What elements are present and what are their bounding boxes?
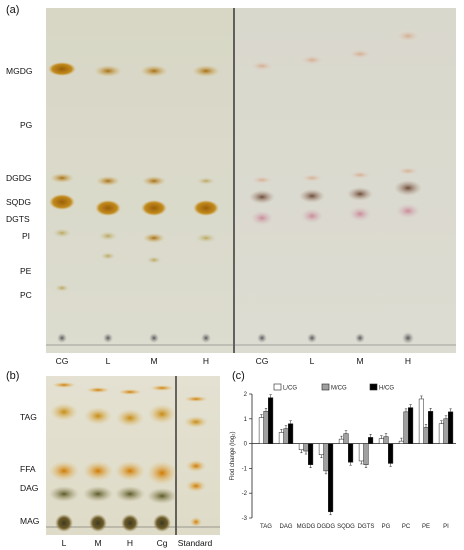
- lane-label-h-2: H: [404, 356, 412, 366]
- x-tick-label: PC: [402, 524, 411, 530]
- bar-l-cg-dgts: [358, 443, 364, 462]
- band-label-pc: PC: [20, 290, 32, 300]
- band-label-dag: DAG: [20, 483, 39, 493]
- bar-h-cg-tag: [268, 397, 274, 444]
- lane-label-cg-1: CG: [55, 356, 69, 366]
- band-label-mag: MAG: [20, 516, 40, 526]
- right-lane-bands: [249, 30, 422, 344]
- panel-a-tlc-plate-image: [46, 8, 456, 353]
- x-tick-label: PI: [443, 524, 449, 530]
- y-tick-label: -2: [242, 491, 248, 497]
- bar-h-cg-dag: [288, 423, 294, 444]
- y-tick-label: 0: [244, 442, 248, 448]
- x-tick-label: PG: [382, 524, 391, 530]
- panel-a-label: (a): [6, 4, 20, 16]
- legend-label: H/CG: [379, 386, 394, 392]
- bar-m-cg-pi: [443, 418, 449, 444]
- bar-m-cg-dag: [283, 428, 289, 444]
- bar-m-cg-dgdg: [323, 443, 329, 472]
- bar-h-cg-sqdg: [348, 443, 354, 463]
- panel-b-tlc-plate-image: [46, 376, 220, 535]
- lane-label-b-m: M: [94, 538, 102, 548]
- x-tick-label: PE: [422, 524, 430, 530]
- x-tick-label: DGDG: [317, 524, 335, 530]
- y-axis-label: Flod change (log₂): [230, 431, 236, 480]
- lane-label-cg-2: CG: [255, 356, 269, 366]
- panel-c-label: (c): [232, 370, 245, 382]
- bar-m-cg-dgts: [363, 443, 369, 465]
- bar-l-cg-dgdg: [318, 443, 324, 456]
- y-tick-label: -3: [242, 516, 248, 522]
- lane-label-h-1: H: [202, 356, 210, 366]
- bar-l-cg-pg: [378, 438, 384, 444]
- y-tick-label: -1: [242, 466, 248, 472]
- y-tick-label: 2: [244, 392, 248, 398]
- band-label-tag: TAG: [20, 412, 37, 422]
- lane-label-l-2: L: [309, 356, 315, 366]
- lane-label-b-standard: Standard: [177, 538, 213, 548]
- legend-swatch: [321, 383, 330, 391]
- bar-m-cg-pg: [383, 436, 389, 444]
- lane-label-b-l: L: [61, 538, 67, 548]
- lane-label-l-1: L: [105, 356, 111, 366]
- bar-h-cg-pc: [408, 407, 414, 444]
- bar-l-cg-dag: [278, 432, 284, 444]
- lane-label-m-2: M: [356, 356, 364, 366]
- band-label-dgdg: DGDG: [6, 173, 32, 183]
- band-label-ffa: FFA: [20, 464, 36, 474]
- lane-label-b-cg: Cg: [156, 538, 168, 548]
- legend-swatch: [273, 383, 282, 391]
- panel-b-lane-bands: [49, 382, 208, 532]
- left-lane-bands: [48, 62, 220, 343]
- x-tick-label: MGDG: [297, 524, 316, 530]
- legend-label: L/CG: [283, 386, 297, 392]
- x-tick-label: DAG: [279, 524, 292, 530]
- band-label-pi: PI: [22, 231, 31, 241]
- bar-h-cg-dgdg: [328, 443, 334, 513]
- band-label-dgts: DGTS: [6, 214, 30, 224]
- band-label-pe: PE: [20, 266, 32, 276]
- panel-c-bar-chart: -3 -2 -1 0 1 2 Flod change (log₂) TAG DAG MGDG DGD…: [226, 380, 460, 545]
- band-label-mgdg: MGDG: [6, 66, 33, 76]
- panel-b-label: (b): [6, 370, 20, 382]
- bar-m-cg-tag: [263, 411, 269, 444]
- bar-l-cg-pc: [398, 440, 404, 444]
- x-tick-label: TAG: [260, 524, 272, 530]
- bar-h-cg-pi: [448, 411, 454, 444]
- band-label-sqdg: SQDG: [6, 197, 32, 207]
- bar-h-cg-pg: [388, 443, 394, 464]
- bar-h-cg-mgdg: [308, 443, 314, 465]
- bar-l-cg-sqdg: [338, 438, 344, 444]
- bar-l-cg-pi: [438, 423, 444, 444]
- lane-label-m-1: M: [150, 356, 158, 366]
- bar-m-cg-pc: [403, 411, 409, 444]
- bar-h-cg-dgts: [368, 437, 374, 444]
- bar-l-cg-tag: [258, 417, 264, 444]
- x-tick-label: DGTS: [358, 524, 375, 530]
- bar-l-cg-mgdg: [298, 443, 304, 451]
- bar-h-cg-pe: [428, 411, 434, 444]
- legend-label: M/CG: [331, 386, 347, 392]
- bar-m-cg-sqdg: [343, 433, 349, 444]
- x-tick-label: SQDG: [337, 524, 355, 530]
- bar-m-cg-pe: [423, 427, 429, 444]
- band-label-pg: PG: [20, 120, 33, 130]
- bar-l-cg-pe: [418, 398, 424, 444]
- bar-m-cg-mgdg: [303, 443, 309, 452]
- lane-label-b-h: H: [126, 538, 134, 548]
- legend-swatch: [369, 383, 378, 391]
- y-tick-label: 1: [244, 417, 248, 423]
